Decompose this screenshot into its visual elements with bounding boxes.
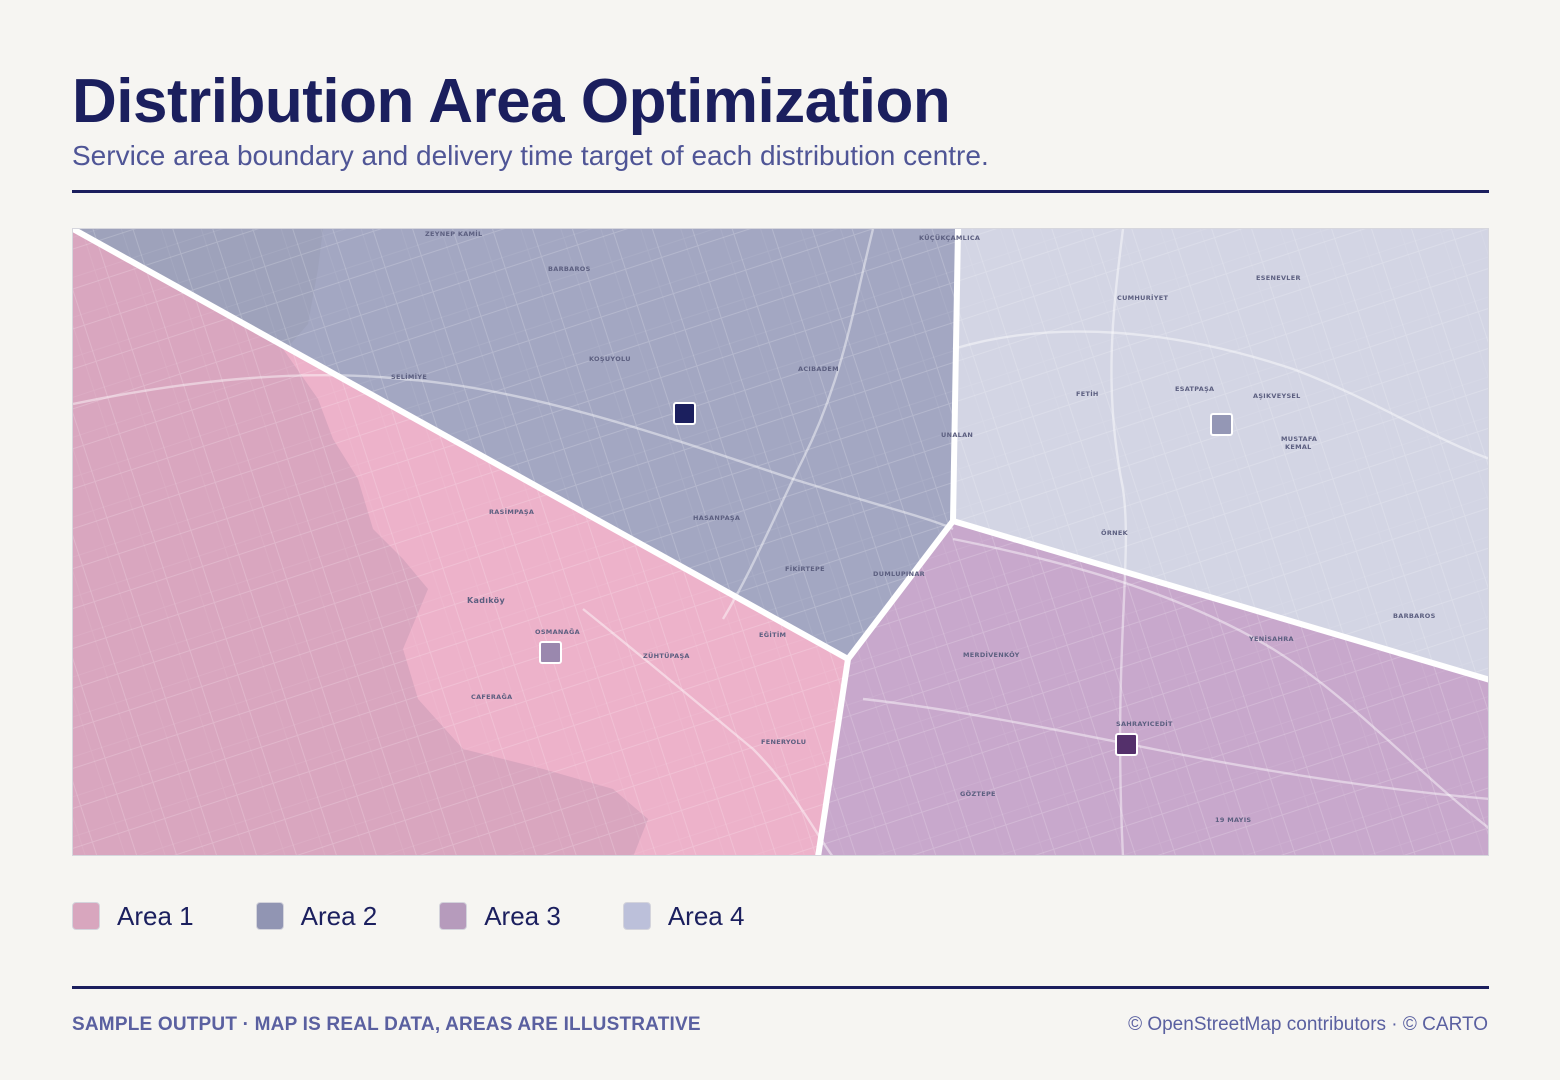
place-label: DUMLUPINAR — [873, 570, 925, 578]
place-label: GÖZTEPE — [960, 789, 996, 798]
place-label: SAHRAYICEDİT — [1116, 719, 1173, 728]
sample-output-note: SAMPLE OUTPUT · MAP IS REAL DATA, AREAS … — [72, 1014, 701, 1035]
area-3-distribution-centre-marker[interactable] — [1115, 733, 1138, 756]
place-label: UNALAN — [941, 431, 973, 439]
area-2-distribution-centre-marker[interactable] — [673, 402, 696, 425]
page-subtitle: Service area boundary and delivery time … — [72, 140, 989, 171]
place-label: ÖRNEK — [1101, 528, 1129, 537]
place-label: KÜÇÜKÇAMLICA — [919, 233, 980, 242]
legend-label: Area 2 — [300, 900, 378, 931]
place-label: FENERYOLU — [761, 738, 806, 746]
place-label: CAFERAĞA — [471, 692, 512, 701]
place-labels: ZEYNEP KAMİL KÜÇÜKÇAMLICA BARBAROS SELİM… — [391, 229, 1436, 824]
place-label: FİKİRTEPE — [785, 564, 825, 573]
place-label: ESATPAŞA — [1175, 385, 1214, 393]
place-label: KEMAL — [1285, 443, 1312, 451]
place-label: SELİMİYE — [391, 372, 427, 381]
legend-item-area-2[interactable]: Area 2 — [255, 900, 378, 932]
service-area-map[interactable]: ZEYNEP KAMİL KÜÇÜKÇAMLICA BARBAROS SELİM… — [72, 228, 1489, 856]
footer-divider — [72, 986, 1489, 989]
place-label: BARBAROS — [548, 265, 591, 273]
place-label: ESENEVLER — [1256, 274, 1301, 282]
header-divider — [72, 190, 1489, 193]
place-label: CUMHURİYET — [1117, 293, 1169, 302]
area-2-swatch — [255, 902, 284, 930]
legend-item-area-1[interactable]: Area 1 — [72, 901, 194, 932]
place-label: 19 MAYIS — [1215, 816, 1251, 824]
map-attribution[interactable]: © OpenStreetMap contributors · © CARTO — [1128, 1014, 1488, 1035]
place-label: RASİMPAŞA — [489, 507, 534, 516]
area-boundaries — [73, 229, 1488, 855]
legend-label: Area 4 — [667, 900, 745, 931]
area-1-swatch — [72, 902, 100, 930]
place-label: EĞİTİM — [759, 630, 786, 639]
legend-label: Area 1 — [117, 900, 194, 931]
legend-label: Area 3 — [484, 900, 561, 931]
place-label: MUSTAFA — [1281, 435, 1317, 443]
place-label: ACIBADEM — [798, 365, 839, 373]
place-label: ZÜHTÜPAŞA — [643, 651, 690, 660]
place-label: Kadıköy — [467, 596, 505, 605]
major-roads — [73, 229, 1488, 855]
place-label: YENİSAHRA — [1248, 634, 1294, 643]
place-label: AŞIKVEYSEL — [1253, 392, 1301, 400]
place-label: MERDİVENKÖY — [963, 650, 1020, 659]
legend-item-area-3[interactable]: Area 3 — [439, 901, 561, 932]
place-label: KOŞUYOLU — [589, 355, 631, 363]
place-label: ZEYNEP KAMİL — [425, 229, 482, 238]
area-1-distribution-centre-marker[interactable] — [539, 641, 562, 664]
place-label: FETİH — [1076, 389, 1099, 398]
page-title: Distribution Area Optimization — [72, 67, 951, 136]
area-3-swatch — [439, 902, 468, 930]
map-canvas: ZEYNEP KAMİL KÜÇÜKÇAMLICA BARBAROS SELİM… — [73, 229, 1488, 855]
area-4-swatch — [622, 902, 651, 930]
legend-item-area-4[interactable]: Area 4 — [622, 900, 745, 932]
area-4-distribution-centre-marker[interactable] — [1210, 413, 1233, 436]
place-label: HASANPAŞA — [693, 514, 740, 522]
map-legend: Area 1 Area 2 Area 3 Area 4 — [72, 896, 806, 936]
place-label: OSMANAĞA — [535, 627, 580, 636]
place-label: BARBAROS — [1393, 612, 1436, 620]
